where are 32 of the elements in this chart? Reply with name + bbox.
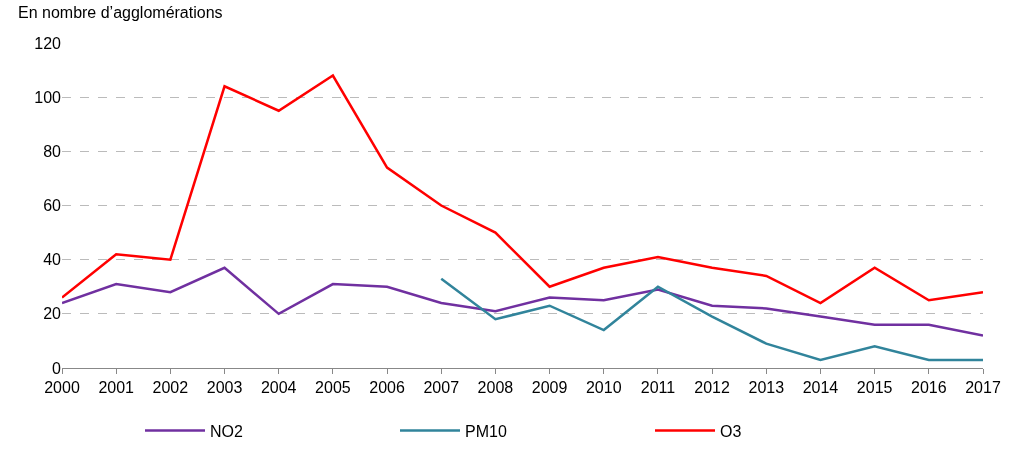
x-tick-label: 2017 xyxy=(965,379,1001,397)
x-tick-label: 2007 xyxy=(423,379,460,397)
x-tick-label: 2001 xyxy=(98,379,135,397)
x-tick-label: 2008 xyxy=(477,379,514,397)
x-tick-label: 2009 xyxy=(531,379,568,397)
line-series xyxy=(439,277,983,362)
x-tick-label: 2011 xyxy=(640,379,676,397)
y-tick-label: 80 xyxy=(43,142,62,160)
x-tick-label: 2000 xyxy=(44,379,80,397)
y-tick-label: 120 xyxy=(34,34,62,52)
x-tick-label: 2013 xyxy=(748,379,785,397)
x-tick-label: 2015 xyxy=(856,379,893,397)
x-tick-label: 2010 xyxy=(585,379,622,397)
x-tick-label: 2014 xyxy=(802,379,839,397)
legend-label: NO2 xyxy=(210,422,243,440)
x-tick-label: 2012 xyxy=(694,379,731,397)
y-tick-label: 0 xyxy=(52,359,62,377)
y-tick-label: 40 xyxy=(43,251,62,269)
x-tick-label: 2006 xyxy=(369,379,405,397)
x-tick-label: 2002 xyxy=(152,379,189,397)
x-tick-label: 2016 xyxy=(911,379,947,397)
line-series xyxy=(62,266,983,337)
x-tick-label: 2004 xyxy=(260,379,297,397)
line-series xyxy=(62,74,983,305)
legend-label: PM10 xyxy=(465,422,507,440)
x-tick-label: 2003 xyxy=(206,379,243,397)
y-tick-label: 100 xyxy=(34,88,62,106)
legend-label: O3 xyxy=(720,422,742,440)
y-axis-title: En nombre d’agglomérations xyxy=(18,4,223,21)
x-tick-label: 2005 xyxy=(315,379,351,397)
y-tick-label: 20 xyxy=(43,305,62,323)
y-tick-label: 60 xyxy=(43,197,62,215)
